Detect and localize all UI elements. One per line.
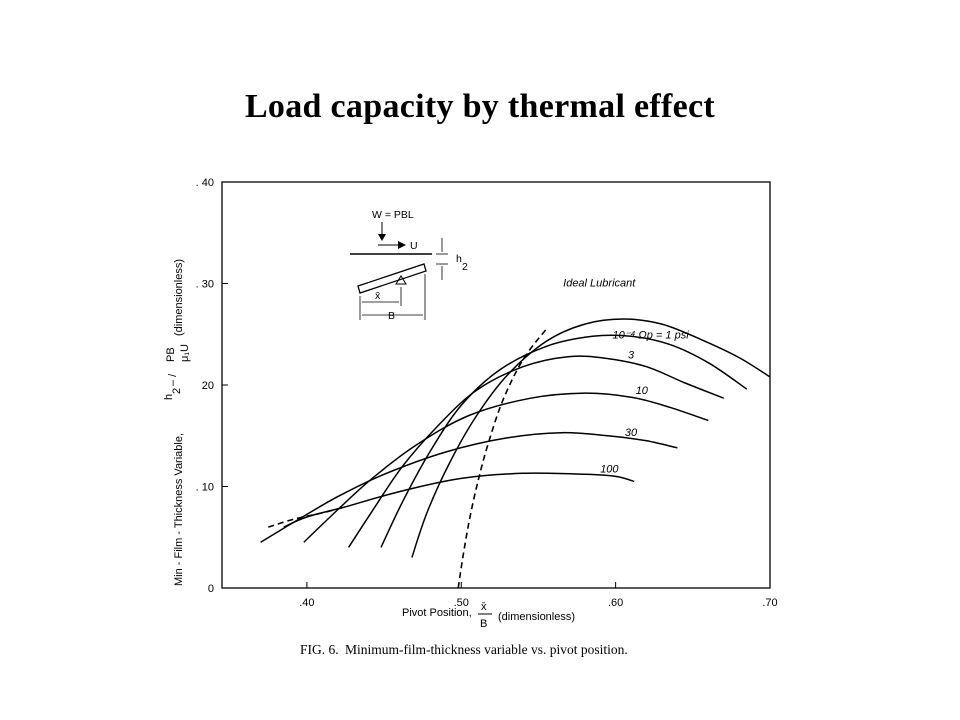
y-axis-formula-frac: – / [167, 373, 179, 386]
x-axis-frac-num: x̄ [481, 601, 487, 613]
x-tick-label: .70 [762, 597, 777, 609]
dashed-line [457, 328, 547, 589]
pivot-label: x̄ [375, 290, 381, 302]
x-axis-label-suffix: (dimensionless) [498, 611, 575, 623]
figure-caption: FIG. 6. Minimum-film-thickness variable … [300, 642, 628, 657]
velocity-arrowhead [398, 241, 406, 249]
series-label: Ideal Lubricant [563, 278, 636, 290]
y-tick-label: 0 [208, 583, 214, 595]
y-axis-label-suffix: (dimensionless) [173, 259, 185, 336]
y-tick-label: . 40 [196, 177, 214, 189]
y-tick-label: 20 [202, 380, 214, 392]
series-label: 3 [628, 350, 635, 362]
length-label: B [388, 310, 395, 322]
curves [260, 318, 771, 558]
film-label: h [456, 253, 462, 265]
y-axis-formula-pb: PB [165, 347, 177, 362]
slide-title: Load capacity by thermal effect [244, 88, 716, 125]
pad-block [357, 263, 427, 294]
caption-text: Minimum-film-thickness variable vs. pivo… [345, 642, 628, 657]
film-label-sub: 2 [462, 261, 468, 273]
series-label: 10 [636, 385, 649, 397]
bearing-diagram: W = PBL U h 2 x̄ B [350, 209, 468, 322]
series-line [303, 392, 709, 543]
dashed-curves [268, 328, 547, 589]
caption-prefix: FIG. 6. [300, 642, 339, 657]
x-tick-label: .60 [608, 597, 623, 609]
x-tick-label: .40 [299, 597, 314, 609]
load-label: W = PBL [372, 209, 414, 221]
x-axis-label: Pivot Position, x̄ B (dimensionless) [402, 601, 575, 630]
y-axis-label-prefix: Min - Film - Thickness Variable, [173, 433, 185, 586]
x-tick-label: .50 [454, 597, 469, 609]
y-axis-label: Min - Film - Thickness Variable, h 2 – /… [163, 259, 191, 586]
x-axis-frac-den: B [480, 618, 487, 630]
y-tick-label: . 30 [196, 279, 214, 291]
series-label: 100 [600, 463, 619, 475]
velocity-label: U [410, 240, 418, 252]
pivot-triangle [395, 275, 407, 285]
series-line [260, 431, 678, 543]
series-line [380, 334, 748, 548]
series-label: 30 [625, 427, 638, 439]
y-axis-formula-mu: μ₁U [179, 344, 191, 362]
series-line [411, 318, 771, 558]
y-tick-labels: 0 . 10 20 . 30 . 40 [196, 177, 214, 595]
y-tick-label: . 10 [196, 482, 214, 494]
y-axis-formula-h: h [163, 394, 175, 400]
series-line [283, 472, 635, 528]
series-line [347, 355, 724, 548]
curve-labels: Ideal Lubricant 10⁻⁴ Ωp = 1 psi 3 10 30 100 [563, 278, 689, 476]
load-arrowhead [378, 234, 386, 241]
tick-marks [222, 181, 771, 589]
x-tick-labels: .40 .50 .60 .70 [299, 597, 777, 609]
plot-frame [221, 181, 771, 589]
dashed-line [268, 506, 346, 528]
x-axis-label-prefix: Pivot Position, [402, 607, 472, 619]
y-axis-formula-sub: 2 [171, 388, 183, 394]
series-label: 10⁻⁴ Ωp = 1 psi [613, 329, 690, 341]
